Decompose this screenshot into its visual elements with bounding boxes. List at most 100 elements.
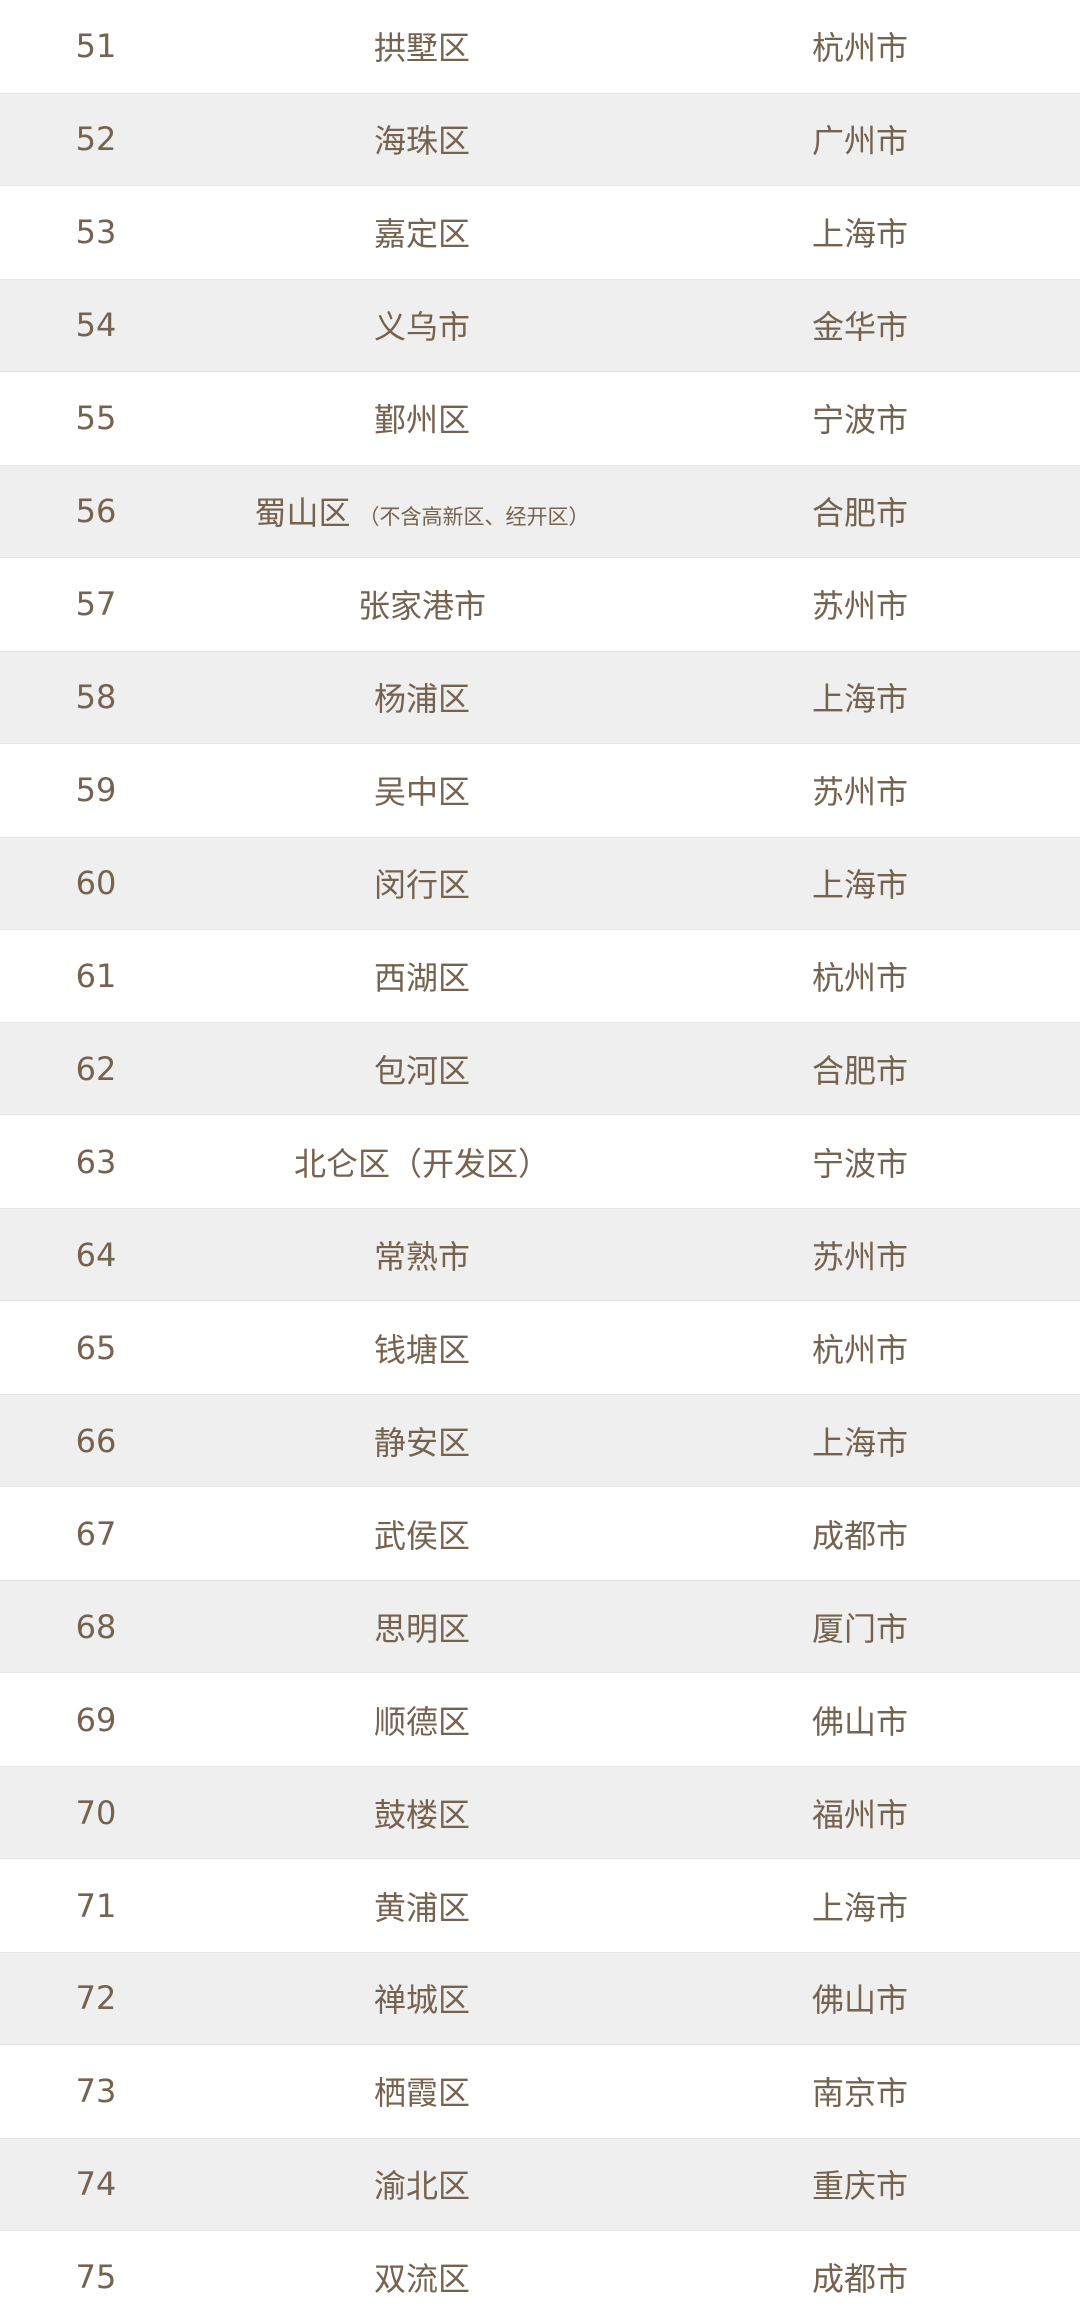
city-cell: 宁波市 xyxy=(811,401,908,440)
city-cell: 苏州市 xyxy=(811,773,908,812)
district-cell: 渝北区 xyxy=(192,2161,652,2207)
table-row: 62 包河区 合肥市 xyxy=(0,1022,1080,1116)
district-name: 双流区 xyxy=(373,2260,470,2299)
district-cell: 静安区 xyxy=(192,1418,652,1464)
table-row: 58 杨浦区 上海市 xyxy=(0,650,1080,744)
district-cell: 杨浦区 xyxy=(192,674,652,720)
city-cell: 上海市 xyxy=(811,866,908,905)
rank-cell: 53 xyxy=(75,213,117,252)
city-cell: 南京市 xyxy=(811,2074,908,2113)
district-cell: 黄浦区 xyxy=(192,1883,652,1929)
rank-cell: 61 xyxy=(75,957,117,995)
rank-cell: 66 xyxy=(75,1421,117,1460)
table-row: 51 拱墅区 杭州市 xyxy=(0,0,1080,93)
district-cell: 思明区 xyxy=(192,1604,652,1650)
city-cell: 金华市 xyxy=(811,308,908,347)
table-row: 71 黄浦区 上海市 xyxy=(0,1859,1080,1952)
table-row: 57 张家港市 苏州市 xyxy=(0,558,1080,651)
city-cell: 重庆市 xyxy=(811,2167,908,2206)
district-name: 北仑区（开发区） xyxy=(293,1144,550,1183)
district-cell: 禅城区 xyxy=(192,1975,652,2021)
table-row: 55 鄞州区 宁波市 xyxy=(0,372,1080,465)
district-name: 闵行区 xyxy=(373,866,470,905)
district-name: 渝北区 xyxy=(373,2167,470,2206)
city-cell: 上海市 xyxy=(811,1888,908,1927)
district-name: 静安区 xyxy=(373,1423,470,1462)
district-cell: 闵行区 xyxy=(192,860,652,906)
city-cell: 广州市 xyxy=(811,122,908,161)
district-cell: 西湖区 xyxy=(192,953,652,999)
district-name: 思明区 xyxy=(373,1609,470,1648)
district-name: 禅城区 xyxy=(373,1981,470,2020)
rank-cell: 56 xyxy=(75,492,117,531)
table-row: 64 常熟市 苏州市 xyxy=(0,1208,1080,1302)
rank-cell: 64 xyxy=(75,1235,117,1274)
rank-cell: 71 xyxy=(75,1886,117,1925)
rank-cell: 67 xyxy=(75,1514,117,1553)
city-cell: 成都市 xyxy=(811,1516,908,1555)
district-cell: 鼓楼区 xyxy=(192,1790,652,1836)
district-note: （不含高新区、经开区） xyxy=(358,505,590,530)
district-name: 常熟市 xyxy=(373,1237,470,1276)
table-row: 54 义乌市 金华市 xyxy=(0,278,1080,372)
rank-cell: 55 xyxy=(75,399,117,438)
rank-cell: 51 xyxy=(75,27,117,66)
city-cell: 上海市 xyxy=(811,1423,908,1462)
district-cell: 海珠区 xyxy=(192,116,652,162)
district-name: 黄浦区 xyxy=(373,1888,470,1927)
district-cell: 嘉定区 xyxy=(192,209,652,255)
table-row: 56 蜀山区 （不含高新区、经开区） 合肥市 xyxy=(0,464,1080,558)
district-cell: 拱墅区 xyxy=(192,23,652,69)
district-cell: 顺德区 xyxy=(192,1697,652,1743)
district-name: 顺德区 xyxy=(373,1702,470,1741)
district-name: 吴中区 xyxy=(373,773,470,812)
district-name: 蜀山区 xyxy=(254,494,351,533)
district-name: 张家港市 xyxy=(357,587,486,626)
rank-cell: 52 xyxy=(75,120,117,159)
district-cell: 蜀山区 （不含高新区、经开区） xyxy=(192,488,652,534)
district-cell: 包河区 xyxy=(192,1046,652,1092)
city-cell: 福州市 xyxy=(811,1795,908,1834)
district-cell: 常熟市 xyxy=(192,1232,652,1278)
city-cell: 佛山市 xyxy=(811,1702,908,1741)
rank-cell: 63 xyxy=(75,1142,117,1181)
district-name: 西湖区 xyxy=(373,959,470,997)
rank-cell: 74 xyxy=(75,2165,117,2204)
table-row: 72 禅城区 佛山市 xyxy=(0,1952,1080,2045)
table-row: 66 静安区 上海市 xyxy=(0,1394,1080,1488)
table-row: 68 思明区 厦门市 xyxy=(0,1580,1080,1674)
rank-cell: 60 xyxy=(75,864,117,903)
rank-cell: 73 xyxy=(75,2072,117,2111)
table-row: 60 闵行区 上海市 xyxy=(0,836,1080,930)
table-row: 65 钱塘区 杭州市 xyxy=(0,1301,1080,1394)
table-row: 53 嘉定区 上海市 xyxy=(0,186,1080,279)
table-row: 67 武侯区 成都市 xyxy=(0,1487,1080,1580)
city-cell: 上海市 xyxy=(811,680,908,719)
district-name: 义乌市 xyxy=(373,308,470,347)
table-row: 59 吴中区 苏州市 xyxy=(0,744,1080,837)
city-cell: 合肥市 xyxy=(811,1051,908,1090)
table-row: 70 鼓楼区 福州市 xyxy=(0,1766,1080,1860)
rank-cell: 65 xyxy=(75,1328,117,1367)
rank-cell: 58 xyxy=(75,678,117,717)
city-cell: 上海市 xyxy=(811,215,908,254)
district-cell: 鄞州区 xyxy=(192,395,652,441)
district-cell: 义乌市 xyxy=(192,302,652,348)
rank-cell: 59 xyxy=(75,771,117,810)
district-cell: 吴中区 xyxy=(192,767,652,813)
district-name: 嘉定区 xyxy=(373,215,470,254)
city-cell: 苏州市 xyxy=(811,1237,908,1276)
table-row: 69 顺德区 佛山市 xyxy=(0,1673,1080,1766)
city-cell: 厦门市 xyxy=(811,1609,908,1648)
district-name: 钱塘区 xyxy=(373,1330,470,1369)
district-name: 杨浦区 xyxy=(373,680,470,719)
rank-cell: 75 xyxy=(75,2258,117,2297)
rank-cell: 70 xyxy=(75,1793,117,1832)
table-row: 73 栖霞区 南京市 xyxy=(0,2045,1080,2138)
district-name: 鄞州区 xyxy=(373,401,470,440)
district-name: 鼓楼区 xyxy=(373,1795,470,1834)
city-cell: 佛山市 xyxy=(811,1981,908,2020)
district-name: 海珠区 xyxy=(373,122,470,161)
city-cell: 苏州市 xyxy=(811,587,908,626)
